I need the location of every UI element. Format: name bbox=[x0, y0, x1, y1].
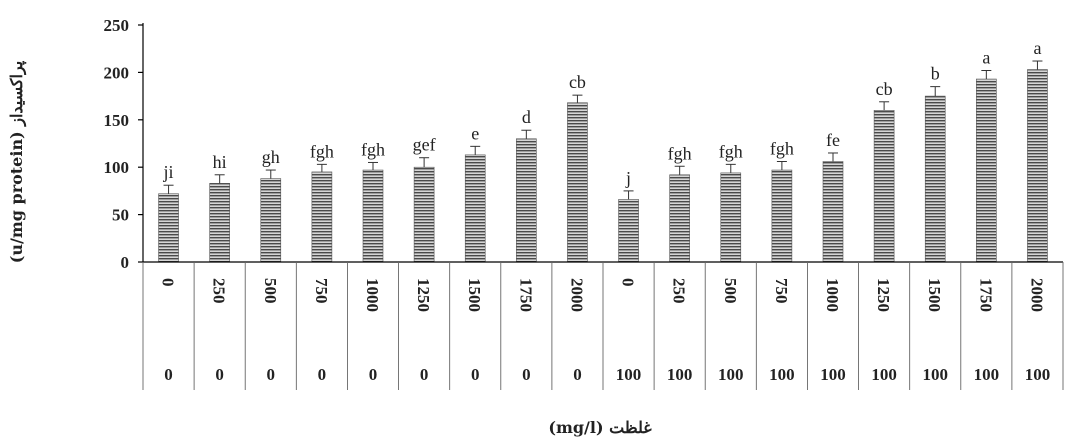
x-group-label: 100 bbox=[1025, 365, 1051, 384]
x-group-label: 0 bbox=[215, 365, 224, 384]
significance-label: e bbox=[471, 123, 479, 143]
significance-labels-group: ji hi gh fgh fgh gef e d cb j fgh fgh fgh fe cb b a a bbox=[163, 38, 1042, 188]
significance-label: d bbox=[522, 107, 531, 127]
y-tick-label: 250 bbox=[104, 16, 130, 35]
bar bbox=[362, 169, 384, 263]
x-group-label: 0 bbox=[369, 365, 378, 384]
bar bbox=[260, 178, 282, 263]
x-category-label: 0 bbox=[159, 278, 178, 287]
significance-label: gh bbox=[262, 147, 280, 167]
x-group-label: 0 bbox=[318, 365, 327, 384]
x-group-label: 100 bbox=[616, 365, 642, 384]
significance-label: gef bbox=[413, 135, 436, 155]
x-category-label: 1000 bbox=[363, 278, 382, 312]
significance-label: fgh bbox=[361, 139, 385, 159]
bar bbox=[567, 102, 588, 263]
y-ticks-group: 0 50 100 150 200 250 bbox=[104, 16, 143, 272]
y-tick-label: 100 bbox=[104, 158, 130, 177]
x-group-label: 0 bbox=[522, 365, 531, 384]
significance-label: a bbox=[1033, 38, 1041, 58]
y-tick-label: 50 bbox=[112, 206, 129, 225]
significance-label: cb bbox=[876, 79, 893, 99]
x-category-label: 1500 bbox=[465, 278, 484, 312]
x-category-label: 750 bbox=[772, 278, 791, 304]
bar bbox=[618, 199, 639, 263]
bar bbox=[413, 166, 435, 263]
category-labels-group: 0 250 500 750 1000 1250 1500 1750 2000 0 250 500 750… bbox=[142, 262, 1064, 390]
significance-label: fgh bbox=[668, 143, 692, 163]
significance-label: j bbox=[625, 168, 631, 188]
x-category-label: 250 bbox=[210, 278, 229, 304]
y-tick-label: 200 bbox=[104, 63, 130, 82]
significance-label: fgh bbox=[770, 139, 794, 159]
significance-label: hi bbox=[213, 152, 227, 172]
bar bbox=[822, 161, 844, 263]
x-group-label: 0 bbox=[267, 365, 276, 384]
error-bars-group bbox=[163, 60, 1043, 200]
bar bbox=[311, 171, 333, 263]
x-group-label: 100 bbox=[974, 365, 1000, 384]
bar bbox=[976, 78, 997, 263]
x-group-label: 100 bbox=[820, 365, 846, 384]
x-category-label: 2000 bbox=[567, 278, 586, 312]
bars-group bbox=[158, 69, 1048, 263]
x-category-label: 0 bbox=[619, 278, 638, 287]
x-group-label: 100 bbox=[922, 365, 948, 384]
bar bbox=[464, 154, 486, 263]
significance-label: fgh bbox=[310, 141, 334, 161]
x-category-label: 1250 bbox=[874, 278, 893, 312]
bar bbox=[873, 110, 895, 263]
x-group-label: 100 bbox=[769, 365, 795, 384]
x-group-label: 0 bbox=[420, 365, 429, 384]
significance-label: cb bbox=[569, 72, 586, 92]
x-category-label: 250 bbox=[670, 278, 689, 304]
x-category-label: 750 bbox=[312, 278, 331, 304]
x-category-label: 500 bbox=[721, 278, 740, 304]
y-tick-label: 150 bbox=[104, 111, 130, 130]
x-category-label: 500 bbox=[261, 278, 280, 304]
bar bbox=[158, 193, 179, 263]
significance-label: a bbox=[982, 48, 990, 68]
significance-label: ji bbox=[163, 162, 174, 182]
y-axis-label: پراکسیداز (u/mg protein) bbox=[7, 60, 27, 263]
bar bbox=[720, 172, 742, 263]
bar bbox=[1027, 69, 1048, 263]
x-category-label: 1750 bbox=[976, 278, 995, 312]
x-group-label: 100 bbox=[667, 365, 693, 384]
x-group-label: 0 bbox=[471, 365, 480, 384]
bar bbox=[771, 169, 793, 263]
x-category-label: 2000 bbox=[1027, 278, 1046, 312]
x-category-label: 1750 bbox=[516, 278, 535, 312]
bar bbox=[209, 183, 230, 263]
significance-label: fe bbox=[826, 130, 840, 150]
y-tick-label: 0 bbox=[121, 253, 130, 272]
significance-label: fgh bbox=[719, 141, 743, 161]
x-group-label: 100 bbox=[871, 365, 897, 384]
x-group-label: 0 bbox=[573, 365, 582, 384]
x-group-label: 100 bbox=[718, 365, 744, 384]
x-category-label: 1000 bbox=[823, 278, 842, 312]
x-axis-label: غلظت (mg/l) bbox=[548, 418, 652, 437]
x-category-label: 1500 bbox=[925, 278, 944, 312]
x-group-label: 0 bbox=[164, 365, 173, 384]
bar bbox=[669, 174, 690, 263]
x-category-label: 1250 bbox=[414, 278, 433, 312]
bar bbox=[516, 138, 537, 263]
significance-label: b bbox=[931, 64, 940, 84]
bar bbox=[924, 95, 946, 263]
